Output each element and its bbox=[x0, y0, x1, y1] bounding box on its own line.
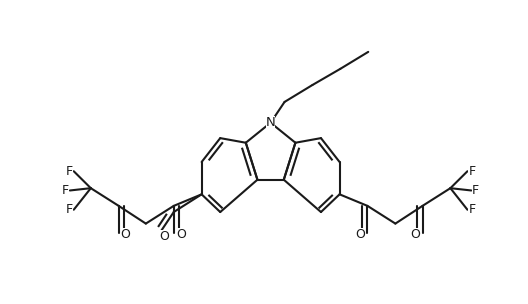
Text: F: F bbox=[468, 165, 475, 178]
Text: F: F bbox=[66, 203, 73, 216]
Text: O: O bbox=[176, 227, 186, 240]
Text: F: F bbox=[472, 184, 479, 197]
Text: O: O bbox=[121, 227, 130, 240]
Text: N: N bbox=[266, 116, 276, 129]
Text: F: F bbox=[62, 184, 69, 197]
Text: F: F bbox=[66, 165, 73, 178]
Text: O: O bbox=[411, 227, 420, 240]
Text: O: O bbox=[159, 230, 169, 243]
Text: O: O bbox=[355, 227, 365, 240]
Text: F: F bbox=[468, 203, 475, 216]
